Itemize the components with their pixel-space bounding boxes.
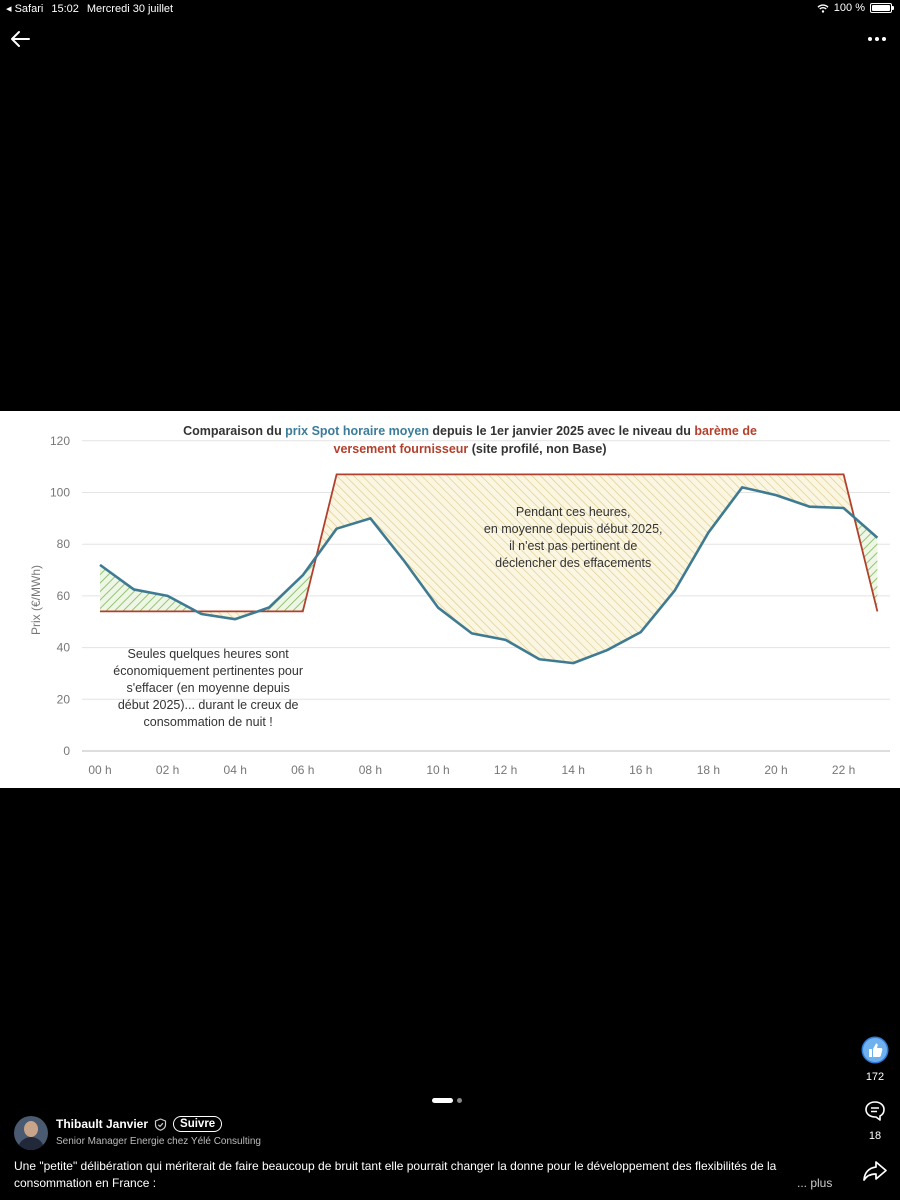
- unfavorable-area: [198, 611, 259, 620]
- more-horizontal-icon[interactable]: [864, 26, 890, 52]
- y-tick-label: 0: [63, 744, 70, 758]
- back-to-app[interactable]: ◂ Safari: [6, 3, 44, 15]
- x-tick-label: 20 h: [764, 763, 787, 777]
- y-tick-label: 40: [57, 641, 71, 655]
- x-tick-label: 02 h: [156, 763, 179, 777]
- chart-title: Comparaison du prix Spot horaire moyen d…: [183, 424, 757, 456]
- x-tick-label: 22 h: [832, 763, 855, 777]
- chart-annotation: Seules quelques heures sont économiquemen…: [113, 647, 303, 729]
- comment-icon: [865, 1101, 885, 1121]
- x-tick-label: 16 h: [629, 763, 652, 777]
- post-author: Thibault Janvier Suivre Senior Manager E…: [14, 1116, 261, 1150]
- like-count: 172: [865, 1071, 885, 1083]
- post-image-chart[interactable]: Comparaison du prix Spot horaire moyen d…: [0, 411, 900, 788]
- share-icon: [863, 1161, 887, 1181]
- avatar[interactable]: [14, 1116, 48, 1150]
- bareme-line: [100, 473, 879, 613]
- y-tick-label: 60: [57, 589, 71, 603]
- status-bar: ◂ Safari 15:02 Mercredi 30 juillet 100 %: [0, 0, 900, 18]
- like-button[interactable]: 172: [860, 1036, 890, 1083]
- x-tick-label: 18 h: [697, 763, 720, 777]
- annotation-line: Seules quelques heures sont: [128, 647, 290, 661]
- x-tick-label: 10 h: [426, 763, 449, 777]
- battery-percent: 100 %: [833, 2, 865, 14]
- y-tick-label: 120: [50, 434, 70, 448]
- arrow-left-icon[interactable]: [8, 26, 34, 52]
- carousel-dot[interactable]: [457, 1098, 462, 1103]
- verified-badge-icon: [154, 1117, 167, 1131]
- post-caption: Une "petite" délibération qui mériterait…: [14, 1159, 777, 1190]
- annotation-line: déclencher des effacements: [495, 556, 651, 570]
- thumbs-up-icon: [861, 1036, 889, 1064]
- y-tick-label: 100: [50, 486, 70, 500]
- annotation-line: s'effacer (en moyenne depuis: [126, 681, 289, 695]
- annotation-line: consommation de nuit !: [144, 715, 273, 729]
- wifi-icon: [817, 3, 829, 13]
- spot-price-line: [99, 486, 879, 665]
- x-tick-label: 06 h: [291, 763, 314, 777]
- y-tick-label: 80: [57, 537, 71, 551]
- x-tick-label: 08 h: [359, 763, 382, 777]
- x-tick-label: 00 h: [88, 763, 111, 777]
- favorable-area: [258, 556, 317, 612]
- comment-count: 18: [868, 1130, 882, 1142]
- annotation-line: début 2025)... durant le creux de: [118, 698, 299, 712]
- author-headline: Senior Manager Energie chez Yélé Consult…: [56, 1136, 261, 1147]
- annotation-line: économiquement pertinentes pour: [113, 664, 303, 678]
- chart-plot: 0 20 40 60 80 100 120 00 h 02 h 04 h 06 h 08 h 10 h 1…: [29, 434, 890, 777]
- x-tick-label: 04 h: [224, 763, 247, 777]
- chart-annotation: Pendant ces heures, en moyenne depuis déb…: [484, 505, 663, 570]
- y-tick-label: 20: [57, 692, 71, 706]
- status-time: 15:02: [51, 2, 79, 15]
- annotation-line: Pendant ces heures,: [516, 505, 631, 519]
- y-axis-label: Prix (€/MWh): [29, 565, 43, 635]
- carousel-indicator[interactable]: [432, 1098, 462, 1103]
- follow-button[interactable]: Suivre: [173, 1116, 223, 1132]
- x-tick-label: 14 h: [562, 763, 585, 777]
- share-button[interactable]: [860, 1158, 890, 1187]
- annotation-line: il n'est pas pertinent de: [509, 539, 637, 553]
- carousel-dot-active[interactable]: [432, 1098, 453, 1103]
- author-name[interactable]: Thibault Janvier: [56, 1117, 149, 1131]
- battery-icon: [870, 3, 894, 13]
- comment-button[interactable]: 18: [860, 1099, 890, 1142]
- annotation-line: en moyenne depuis début 2025,: [484, 522, 663, 536]
- see-more-link[interactable]: ... plus: [797, 1176, 833, 1190]
- x-tick-label: 12 h: [494, 763, 517, 777]
- status-date: Mercredi 30 juillet: [86, 2, 174, 15]
